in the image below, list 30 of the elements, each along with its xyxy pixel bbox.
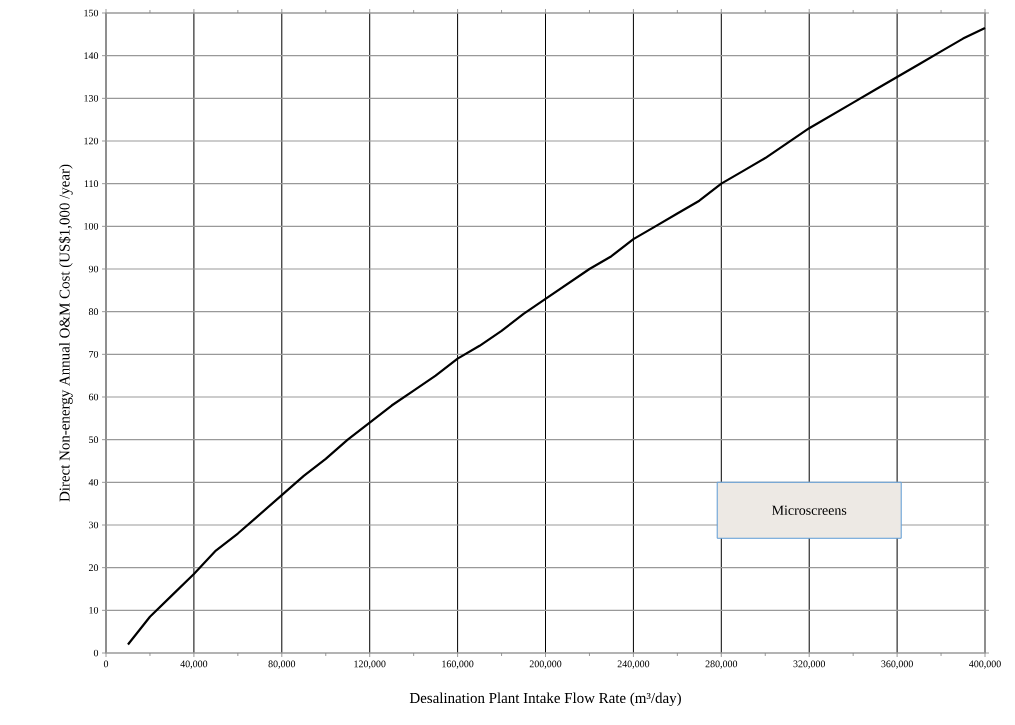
- x-tick-label: 200,000: [529, 660, 562, 669]
- y-tick-label: 140: [84, 52, 99, 60]
- x-tick-label: 320,000: [793, 660, 826, 669]
- x-tick-label: 280,000: [705, 660, 738, 669]
- x-tick-label: 160,000: [442, 660, 474, 669]
- x-tick-label: 360,000: [881, 660, 913, 669]
- y-tick-label: 130: [84, 94, 99, 102]
- y-tick-label: 30: [89, 521, 99, 529]
- y-tick-label: 120: [84, 137, 99, 145]
- y-tick-label: 150: [84, 9, 99, 17]
- y-tick-label: 10: [89, 606, 99, 614]
- y-tick-label: 110: [84, 180, 99, 188]
- y-axis-title: Direct Non-energy Annual O&M Cost (US$1,000 /year): [58, 164, 73, 502]
- y-tick-label: 70: [89, 350, 99, 358]
- y-tick-label: 40: [88, 478, 99, 486]
- x-tick-label: 40,000: [180, 660, 208, 669]
- y-tick-label: 60: [88, 393, 99, 401]
- y-tick-label: 0: [93, 649, 99, 657]
- x-tick-label: 0: [103, 660, 109, 668]
- y-tick-label: 50: [89, 436, 99, 444]
- y-tick-label: 100: [84, 222, 99, 230]
- x-tick-label: 80,000: [268, 660, 296, 669]
- x-tick-label: 120,000: [354, 660, 386, 669]
- x-tick-label: 240,000: [617, 660, 650, 669]
- y-tick-label: 80: [88, 308, 99, 316]
- annotation: Microscreens: [772, 505, 847, 515]
- y-tick-label: 20: [88, 564, 99, 572]
- y-tick-label: 90: [88, 265, 99, 273]
- x-tick-label: 400,000: [969, 660, 1001, 669]
- x-axis-title: Desalination Plant Intake Flow Rate (m³/day): [409, 692, 681, 707]
